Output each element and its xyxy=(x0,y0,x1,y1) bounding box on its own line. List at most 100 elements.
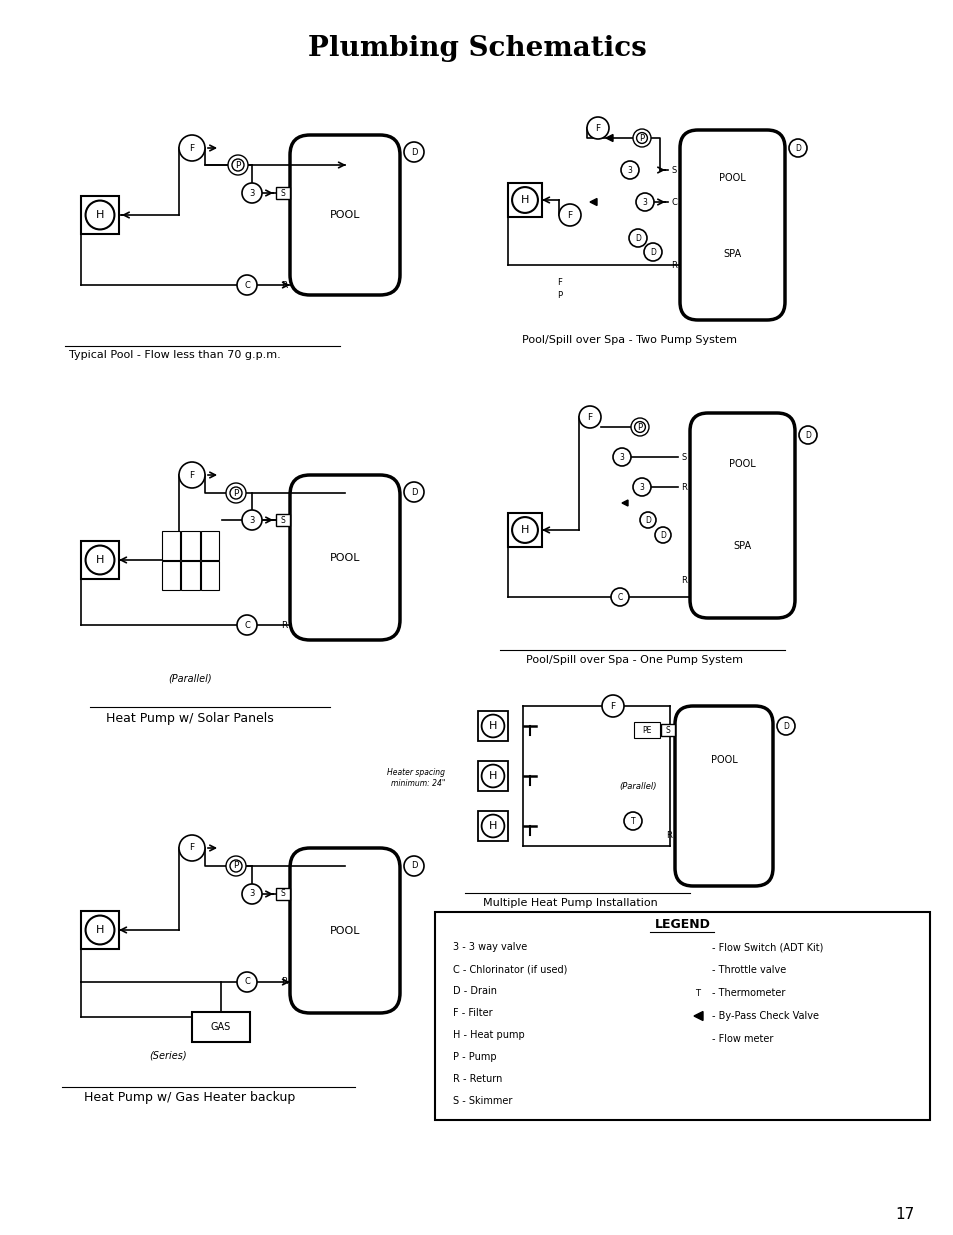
Circle shape xyxy=(226,856,246,876)
Text: R: R xyxy=(280,280,287,289)
Circle shape xyxy=(226,483,246,503)
Text: POOL: POOL xyxy=(330,925,360,935)
Text: D - Drain: D - Drain xyxy=(453,986,497,995)
Text: F: F xyxy=(190,143,194,152)
Text: Heat Pump w/ Solar Panels: Heat Pump w/ Solar Panels xyxy=(106,711,274,725)
Text: S - Skimmer: S - Skimmer xyxy=(453,1095,512,1107)
Circle shape xyxy=(403,856,423,876)
Text: Typical Pool - Flow less than 70 g.p.m.: Typical Pool - Flow less than 70 g.p.m. xyxy=(69,350,280,359)
Text: R: R xyxy=(280,620,287,630)
Circle shape xyxy=(788,140,806,157)
Text: 3: 3 xyxy=(627,165,632,174)
Circle shape xyxy=(578,406,600,429)
Circle shape xyxy=(242,510,262,530)
FancyBboxPatch shape xyxy=(290,848,399,1013)
Bar xyxy=(200,531,219,559)
Bar xyxy=(181,531,199,559)
FancyBboxPatch shape xyxy=(290,475,399,640)
Circle shape xyxy=(601,695,623,718)
Text: SPA: SPA xyxy=(733,541,751,551)
Bar xyxy=(192,1011,250,1042)
Circle shape xyxy=(403,482,423,501)
Text: H: H xyxy=(95,210,104,220)
Bar xyxy=(507,513,541,547)
Text: C: C xyxy=(244,280,250,289)
Text: 3: 3 xyxy=(249,889,254,899)
Bar xyxy=(477,761,507,790)
Text: R: R xyxy=(670,261,677,269)
Text: T: T xyxy=(630,816,635,825)
Text: 3: 3 xyxy=(642,198,647,206)
Text: D: D xyxy=(649,247,656,257)
Polygon shape xyxy=(693,1011,702,1020)
Text: - By-Pass Check Valve: - By-Pass Check Valve xyxy=(711,1011,818,1021)
Polygon shape xyxy=(621,500,627,506)
Circle shape xyxy=(236,615,256,635)
Text: 3: 3 xyxy=(618,452,624,462)
Text: POOL: POOL xyxy=(728,459,755,469)
Circle shape xyxy=(623,811,641,830)
Text: R - Return: R - Return xyxy=(453,1074,502,1084)
Circle shape xyxy=(620,161,639,179)
Text: F: F xyxy=(595,124,600,132)
Circle shape xyxy=(799,426,816,445)
Text: S: S xyxy=(671,165,677,174)
Text: 3: 3 xyxy=(249,515,254,525)
FancyBboxPatch shape xyxy=(290,135,399,295)
Text: P: P xyxy=(637,422,642,431)
Bar xyxy=(477,711,507,741)
Circle shape xyxy=(586,117,608,140)
Bar xyxy=(435,911,929,1120)
Text: D: D xyxy=(411,488,416,496)
Bar xyxy=(162,531,180,559)
Text: P: P xyxy=(557,290,562,300)
Text: POOL: POOL xyxy=(330,210,360,220)
Circle shape xyxy=(633,128,650,147)
Text: Pool/Spill over Spa - One Pump System: Pool/Spill over Spa - One Pump System xyxy=(526,655,742,664)
Circle shape xyxy=(643,243,661,261)
Text: R: R xyxy=(680,576,686,584)
FancyBboxPatch shape xyxy=(689,412,794,618)
Bar xyxy=(660,724,675,736)
Text: 17: 17 xyxy=(895,1208,914,1223)
Text: Heater spacing
minimum: 24": Heater spacing minimum: 24" xyxy=(387,768,444,788)
Bar xyxy=(477,811,507,841)
Text: - Thermometer: - Thermometer xyxy=(711,988,784,998)
Circle shape xyxy=(179,135,205,161)
Bar xyxy=(181,561,199,590)
Text: R: R xyxy=(680,483,686,492)
Text: S: S xyxy=(280,515,285,525)
Text: S: S xyxy=(280,889,285,899)
Text: 3: 3 xyxy=(249,189,254,198)
Bar xyxy=(81,196,119,233)
Text: F: F xyxy=(610,701,615,710)
Bar xyxy=(634,722,659,739)
Circle shape xyxy=(613,448,630,466)
Text: D: D xyxy=(782,721,788,730)
Circle shape xyxy=(776,718,794,735)
Text: C: C xyxy=(670,198,677,206)
Text: POOL: POOL xyxy=(719,173,745,183)
Text: H - Heat pump: H - Heat pump xyxy=(453,1030,524,1040)
Text: T: T xyxy=(695,988,700,998)
Text: D: D xyxy=(644,515,650,525)
Circle shape xyxy=(403,142,423,162)
Circle shape xyxy=(628,228,646,247)
Text: PE: PE xyxy=(641,725,651,735)
Text: H: H xyxy=(488,721,497,731)
Text: POOL: POOL xyxy=(330,552,360,562)
Circle shape xyxy=(236,972,256,992)
Circle shape xyxy=(636,193,654,211)
Circle shape xyxy=(242,884,262,904)
Text: C - Chlorinator (if used): C - Chlorinator (if used) xyxy=(453,965,567,974)
Text: D: D xyxy=(411,862,416,871)
Circle shape xyxy=(689,986,705,1002)
Text: H: H xyxy=(488,821,497,831)
Polygon shape xyxy=(605,135,613,142)
Circle shape xyxy=(558,204,580,226)
Text: (Parallel): (Parallel) xyxy=(618,782,656,790)
Circle shape xyxy=(655,527,670,543)
Text: H: H xyxy=(488,771,497,781)
Bar xyxy=(81,911,119,948)
Circle shape xyxy=(228,156,248,175)
